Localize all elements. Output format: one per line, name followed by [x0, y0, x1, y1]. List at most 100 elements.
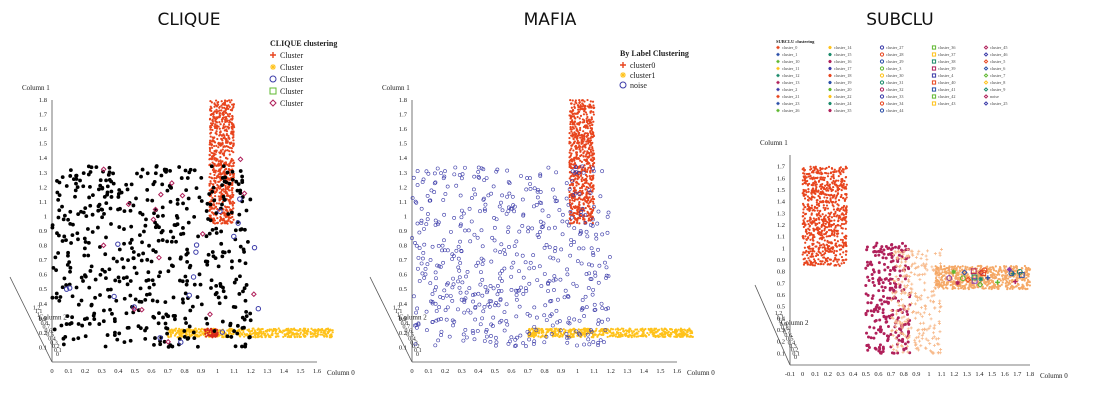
data-point	[191, 330, 196, 335]
data-point	[211, 220, 215, 223]
data-point	[87, 321, 92, 326]
data-point	[590, 116, 593, 119]
data-point	[628, 334, 631, 337]
data-point	[425, 193, 430, 198]
data-point	[231, 136, 234, 139]
data-point	[209, 132, 212, 135]
data-point	[116, 192, 121, 196]
data-point	[590, 181, 593, 185]
data-point	[498, 250, 503, 254]
data-point	[834, 200, 838, 203]
data-point	[164, 326, 168, 330]
data-point	[581, 331, 584, 334]
data-point	[835, 183, 838, 186]
data-point	[291, 328, 295, 331]
data-point	[225, 157, 228, 160]
data-point	[439, 333, 443, 337]
data-point	[87, 285, 92, 290]
data-point	[492, 225, 497, 230]
data-point	[205, 262, 210, 267]
data-point	[163, 321, 168, 326]
data-point	[303, 329, 306, 332]
data-point	[287, 334, 290, 337]
data-point	[207, 311, 213, 318]
data-point	[138, 326, 143, 331]
data-point	[242, 227, 247, 232]
data-point	[660, 327, 663, 330]
data-point	[1016, 274, 1019, 277]
data-point	[603, 260, 607, 265]
data-point	[574, 198, 577, 201]
x-tick-label: 0.9	[557, 368, 565, 375]
data-point	[218, 168, 221, 171]
data-point	[121, 276, 126, 281]
data-point	[816, 170, 819, 173]
data-point	[228, 115, 231, 118]
data-point	[482, 196, 486, 201]
data-point	[555, 327, 558, 330]
data-point	[229, 216, 232, 220]
data-point	[806, 254, 809, 257]
data-point	[185, 279, 190, 283]
data-point	[591, 287, 596, 292]
data-point	[586, 134, 590, 137]
data-point	[209, 286, 213, 290]
z-tick-label: 0.1	[414, 348, 422, 354]
data-point	[422, 276, 427, 280]
data-point	[59, 323, 64, 328]
data-point	[152, 206, 159, 213]
data-point	[802, 221, 805, 224]
data-point	[213, 102, 216, 105]
data-point	[227, 104, 230, 107]
data-point	[803, 197, 807, 200]
data-point	[579, 198, 582, 201]
data-point	[56, 233, 61, 238]
data-point	[837, 216, 840, 220]
data-point	[491, 286, 496, 291]
data-point	[528, 186, 533, 191]
data-point	[510, 194, 515, 199]
data-point	[214, 205, 218, 208]
data-point	[838, 168, 841, 171]
data-point	[282, 335, 285, 339]
data-point	[296, 335, 299, 338]
data-point	[208, 149, 212, 153]
data-point	[228, 123, 231, 126]
data-point	[592, 113, 595, 116]
data-point	[504, 302, 509, 307]
legend-marker	[619, 81, 627, 89]
data-point	[452, 172, 457, 177]
y-tick-label: 1.7	[399, 112, 408, 119]
data-point	[506, 225, 511, 230]
data-point	[586, 151, 589, 154]
data-point	[117, 247, 122, 252]
data-point	[490, 235, 495, 240]
data-point	[537, 331, 540, 334]
data-point	[594, 333, 597, 336]
data-point	[105, 184, 110, 189]
data-point	[591, 146, 594, 149]
data-point	[76, 322, 81, 326]
data-point	[467, 206, 472, 211]
data-point	[220, 222, 223, 225]
cluster-cluster1	[527, 327, 694, 339]
data-point	[458, 239, 462, 244]
data-point	[826, 180, 829, 184]
data-point	[590, 118, 593, 121]
data-point	[830, 167, 834, 170]
data-point	[807, 250, 810, 253]
data-point	[607, 255, 612, 259]
data-point	[579, 145, 582, 148]
y-tick-label: 0.6	[399, 272, 408, 279]
data-point	[818, 221, 821, 225]
data-point	[210, 176, 213, 179]
data-point	[842, 251, 845, 254]
data-point	[433, 218, 438, 223]
data-point	[170, 333, 173, 336]
data-point	[589, 106, 593, 109]
y-tick-label: 1.1	[399, 199, 407, 206]
data-point	[222, 188, 225, 191]
data-point	[150, 216, 157, 223]
data-point	[129, 237, 134, 242]
data-point	[509, 274, 514, 279]
